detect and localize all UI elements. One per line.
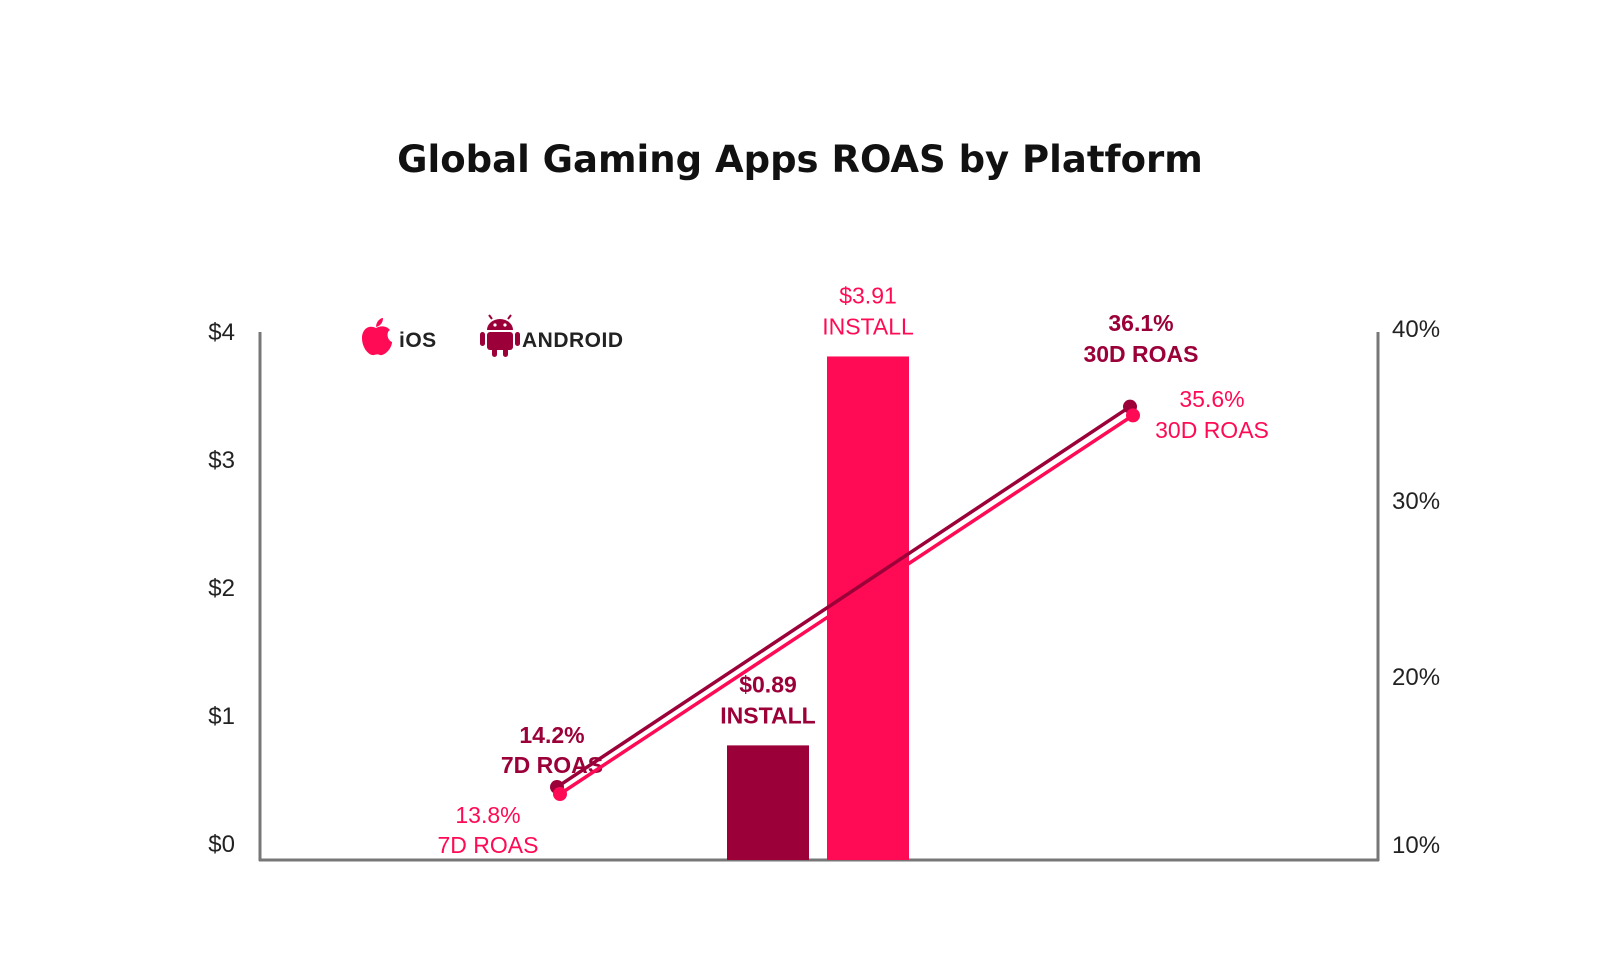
legend-label-ios: iOS: [399, 329, 437, 352]
line-ios: [559, 413, 1134, 796]
android-icon: [480, 314, 520, 357]
right-tick-label: 20%: [1392, 664, 1440, 691]
left-tick-label: $1: [208, 703, 235, 730]
android-icon-leg: [492, 348, 497, 357]
android-icon-head: [487, 319, 513, 330]
left-tick-label: $0: [208, 831, 235, 858]
point-value-label: 35.6%: [1179, 386, 1244, 412]
right-tick-label: 10%: [1392, 832, 1440, 859]
apple-icon-body: [362, 326, 392, 356]
android-icon-antenna: [507, 314, 512, 320]
chart-title: Global Gaming Apps ROAS by Platform: [397, 138, 1203, 181]
legend-label-android: ANDROID: [522, 329, 624, 352]
bar-category-label: INSTALL: [720, 702, 815, 728]
android-icon-eye: [493, 323, 497, 327]
point-category-label: 30D ROAS: [1155, 417, 1269, 443]
android-icon-arm: [480, 332, 485, 346]
bar-value-label: $0.89: [739, 671, 797, 697]
right-tick-label: 30%: [1392, 488, 1440, 515]
line-android: [556, 405, 1131, 789]
android-icon-body: [487, 332, 513, 350]
apple-icon-leaf: [376, 318, 383, 327]
left-tick-label: $4: [208, 319, 235, 346]
point-value-label: 36.1%: [1108, 310, 1173, 336]
bar-category-label: INSTALL: [822, 313, 914, 339]
point-category-label: 7D ROAS: [501, 752, 603, 778]
point-category-label: 7D ROAS: [438, 832, 539, 858]
point-ios: [553, 787, 567, 801]
android-icon-eye: [503, 323, 507, 327]
apple-icon: [362, 318, 392, 356]
android-icon-arm: [515, 332, 520, 346]
left-tick-label: $2: [208, 575, 235, 602]
left-tick-label: $3: [208, 447, 235, 474]
point-value-label: 13.8%: [455, 802, 520, 828]
point-ios: [1126, 408, 1140, 423]
bar-android: [727, 745, 809, 860]
point-category-label: 30D ROAS: [1083, 341, 1198, 367]
right-tick-label: 40%: [1392, 316, 1440, 343]
bar-value-label: $3.91: [839, 282, 897, 308]
android-icon-leg: [503, 348, 508, 357]
android-icon-antenna: [488, 314, 493, 320]
point-value-label: 14.2%: [519, 722, 584, 748]
